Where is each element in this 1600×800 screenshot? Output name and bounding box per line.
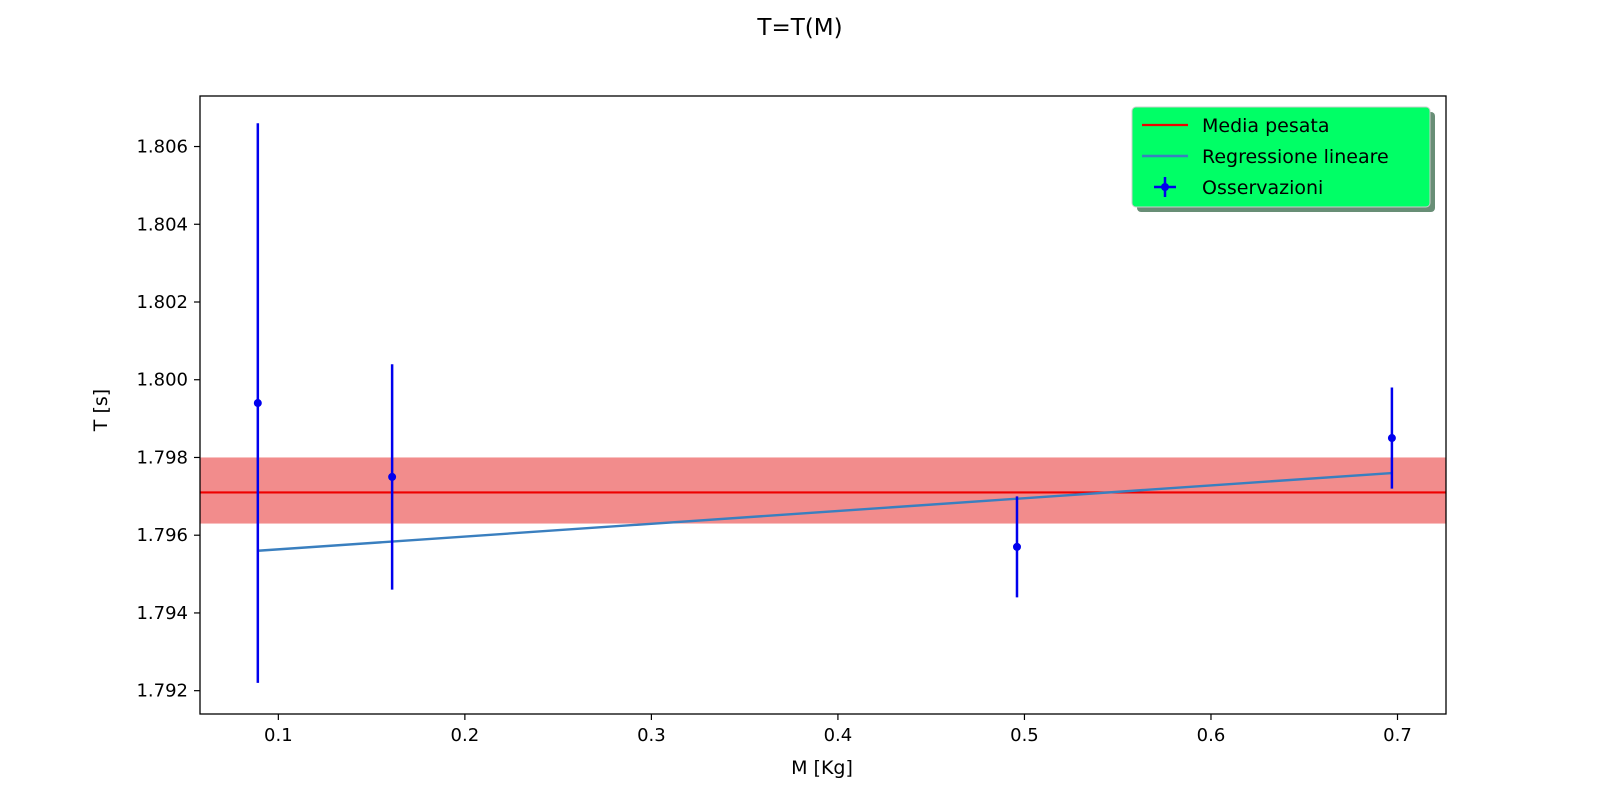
y-tick-label-3: 1.798	[136, 447, 188, 468]
y-tick-label-2: 1.796	[136, 525, 188, 546]
y-axis-label: T [s]	[90, 389, 112, 432]
y-tick-label-1: 1.794	[136, 603, 188, 624]
legend: Media pesata Regressione lineare Osservazi…	[1131, 106, 1435, 212]
legend-box	[1131, 106, 1431, 208]
y-tick-label-0: 1.792	[136, 681, 188, 702]
media-pesata-band	[200, 457, 1446, 524]
legend-label-1: Regressione lineare	[1202, 146, 1389, 168]
legend-swatch-osservazioni-dot	[1161, 183, 1169, 191]
osservazioni-point-1	[388, 472, 397, 481]
osservazioni-point-2	[1012, 542, 1021, 551]
x-tick-label-2: 0.3	[637, 725, 666, 746]
y-tick-label-4: 1.800	[136, 370, 188, 391]
y-tick-label-6: 1.804	[136, 214, 188, 235]
x-tick-label-4: 0.5	[1010, 725, 1039, 746]
osservazioni-point-0	[253, 399, 262, 408]
regressione-lineare-line	[257, 471, 1392, 552]
osservazioni-point-3	[1387, 434, 1396, 443]
legend-label-0: Media pesata	[1202, 115, 1330, 137]
y-tick-label-5: 1.802	[136, 292, 188, 313]
chart-title: T=T(M)	[756, 15, 842, 41]
x-tick-label-1: 0.2	[451, 725, 480, 746]
legend-label-2: Osservazioni	[1202, 177, 1323, 199]
plot-area	[200, 123, 1446, 683]
plot-content	[200, 123, 1446, 683]
x-axis-label: M [Kg]	[791, 757, 853, 779]
x-tick-label-6: 0.7	[1383, 725, 1412, 746]
x-tick-label-3: 0.4	[824, 725, 853, 746]
x-tick-label-5: 0.6	[1197, 725, 1226, 746]
y-tick-label-7: 1.806	[136, 137, 188, 158]
axes: 0.1 0.2 0.3 0.4 0.5 0.6 0.7 1.792 1.794 1.796 1.79…	[136, 95, 1447, 746]
x-tick-label-0: 0.1	[264, 725, 293, 746]
plot-frame	[199, 95, 1447, 715]
